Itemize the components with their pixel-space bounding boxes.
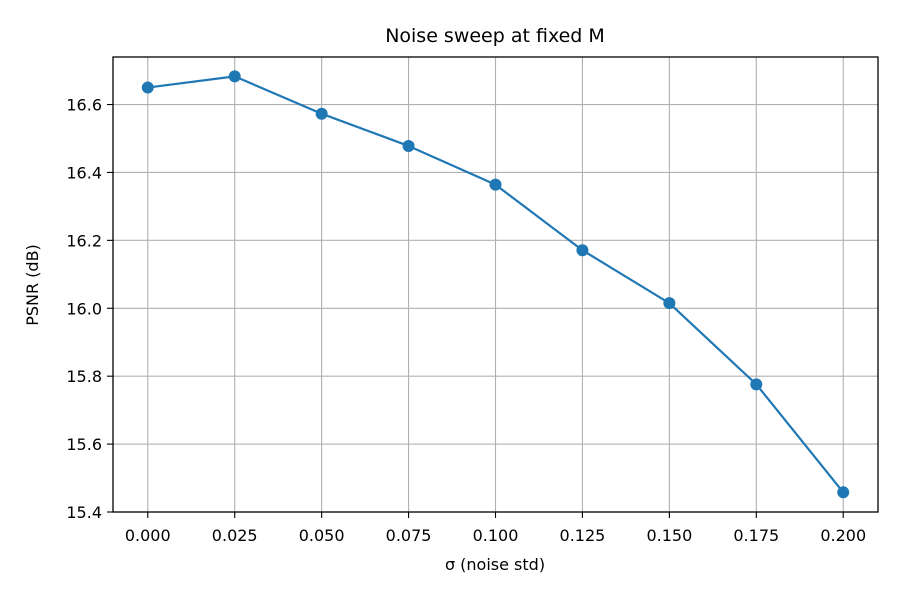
x-tick-label: 0.100 — [473, 526, 519, 545]
y-axis-label: PSNR (dB) — [23, 244, 42, 326]
data-point — [315, 107, 328, 120]
y-tick-label: 15.6 — [66, 435, 102, 454]
series-group — [141, 70, 850, 499]
x-tick-label: 0.200 — [820, 526, 866, 545]
x-tick-label: 0.000 — [125, 526, 171, 545]
data-point — [663, 297, 676, 310]
y-tick-label: 16.2 — [66, 231, 102, 250]
x-tick-label: 0.025 — [212, 526, 258, 545]
data-point — [576, 244, 589, 257]
data-point — [489, 178, 502, 191]
y-tick-label: 16.6 — [66, 96, 102, 115]
chart-title: Noise sweep at fixed M — [385, 25, 605, 47]
y-tick-label: 15.4 — [66, 503, 102, 522]
y-axis: 15.4 15.6 15.8 16.0 16.2 16.4 16.6 — [66, 96, 113, 522]
data-point — [750, 378, 763, 391]
x-axis-label: σ (noise std) — [445, 555, 545, 574]
data-point — [837, 486, 850, 499]
data-point — [402, 139, 415, 152]
x-tick-label: 0.175 — [733, 526, 779, 545]
x-tick-label: 0.050 — [299, 526, 345, 545]
x-tick-label: 0.075 — [386, 526, 432, 545]
x-tick-label: 0.125 — [560, 526, 606, 545]
x-axis: 0.000 0.025 0.050 0.075 0.100 0.125 0.150 0.175… — [125, 512, 866, 545]
data-point — [141, 81, 154, 94]
y-tick-label: 16.4 — [66, 163, 102, 182]
y-tick-label: 15.8 — [66, 367, 102, 386]
x-tick-label: 0.150 — [646, 526, 692, 545]
y-tick-label: 16.0 — [66, 299, 102, 318]
data-point — [228, 70, 241, 83]
